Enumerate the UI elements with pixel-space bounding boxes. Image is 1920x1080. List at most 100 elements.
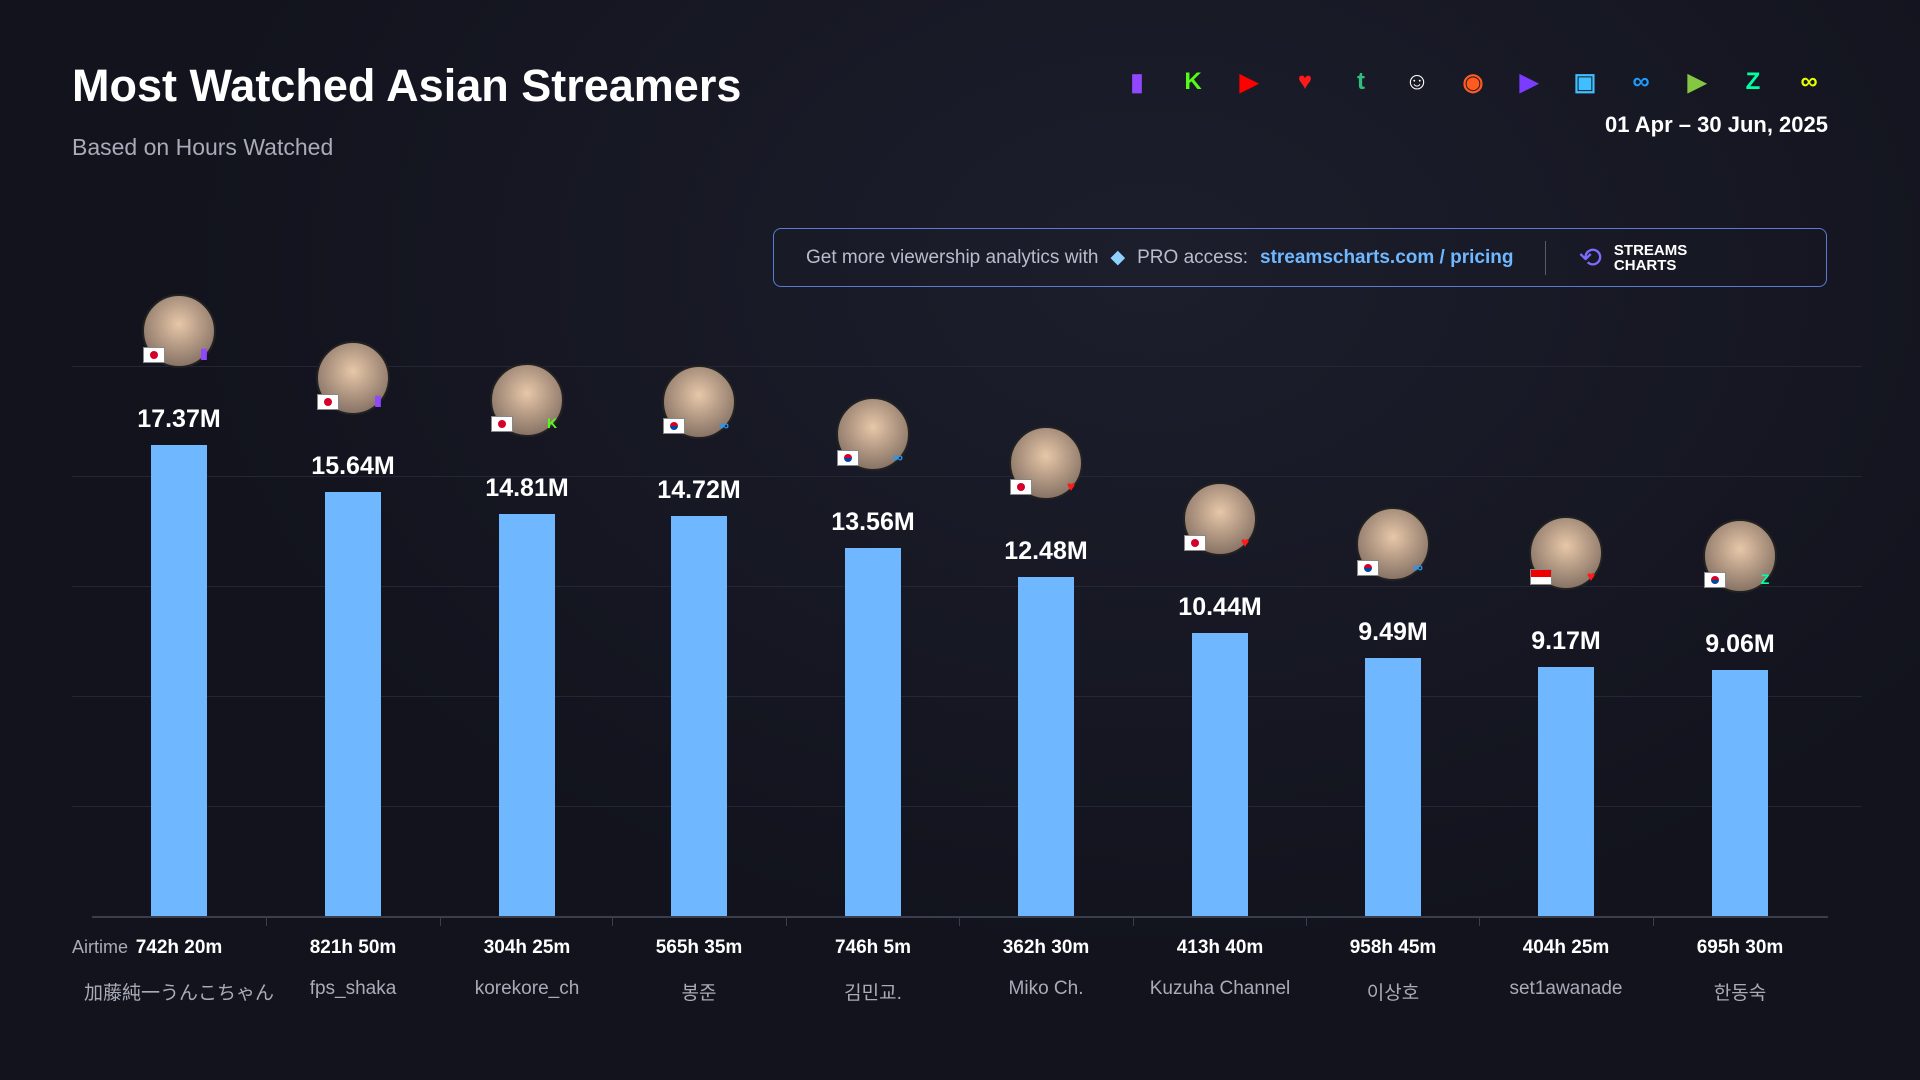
airtime-value: 695h 30m [1696,937,1784,958]
chzzk-icon: Z [1760,571,1770,588]
promo-banner[interactable]: Get more viewership analytics with ◆ PRO… [773,228,1827,287]
airtime-value: 304h 25m [483,937,571,958]
flag-kr-icon [837,449,859,466]
trovo-icon: t [1357,68,1365,95]
airtime-value: 746h 5m [834,937,912,958]
axis-tick [1653,916,1654,926]
page-subtitle: Based on Hours Watched [72,134,334,160]
promo-pro: PRO access: [1137,246,1248,268]
data-label: 9.06M [1705,630,1775,659]
chzzk-icon: Z [1745,68,1761,95]
soop-icon: ∞ [893,448,903,465]
date-range: 01 Apr – 30 Jun, 2025 [1605,112,1828,137]
bar [1712,670,1768,916]
bar [671,516,727,916]
axis-tick [440,916,441,926]
diamond-icon: ◆ [1110,247,1126,268]
bar [1365,658,1421,916]
x-axis [92,916,1828,918]
bar [1018,577,1074,916]
promo-text: Get more viewership analytics with [806,246,1099,268]
flag-jp-icon [1010,479,1032,496]
airtime-value: 821h 50m [309,937,397,958]
heart-play-icon: ♥ [1066,478,1076,495]
streamer-name: 한동숙 [1713,983,1767,1004]
streams-charts-logo-icon: ⟲ [1578,242,1602,273]
flag-jp-icon [317,393,339,410]
streamer-name: 김민교. [844,983,902,1004]
streamer-name: 봉준 [681,983,717,1004]
airtime-value: 404h 25m [1522,937,1610,958]
data-label: 9.17M [1531,627,1601,656]
kick-icon: K [546,415,558,432]
data-label: 9.49M [1358,618,1428,647]
streamer-name: set1awanade [1509,978,1623,999]
bar [325,491,381,916]
streamer-name: 이상호 [1366,983,1420,1004]
axis-tick [1479,916,1480,926]
streamer-name: Miko Ch. [1008,978,1084,999]
data-label: 14.81M [485,474,569,503]
data-label: 15.64M [311,451,395,480]
streamer-name: Kuzuha Channel [1149,978,1291,999]
twitch-icon: ▮ [200,345,208,362]
soop-icon: ∞ [1632,68,1650,95]
data-label: 12.48M [1004,537,1088,566]
heart-play-icon: ♥ [1240,533,1250,550]
streamer-name: 加藤純一うんこちゃん [83,983,274,1004]
divider [1545,240,1547,275]
camera-icon: ▣ [1573,68,1597,96]
axis-tick [959,916,960,926]
nimo-icon: ◉ [1462,68,1484,96]
rumble-icon: ▶ [1687,68,1707,96]
flag-kr-icon [1357,560,1379,577]
soop-icon: ∞ [719,417,729,434]
bar [1538,667,1594,916]
flag-jp-icon [143,346,165,363]
airtime-value: 742h 20m [135,937,223,958]
airtime-value: 565h 35m [655,937,743,958]
youtube-icon: ▶ [1239,68,1259,96]
bar [1192,632,1248,916]
avatar [836,396,910,471]
data-label: 17.37M [137,404,221,433]
bar [499,514,555,916]
streamer-name: korekore_ch [474,978,580,999]
heart-play-icon: ♥ [1297,68,1313,95]
flag-jp-icon [491,416,513,433]
airtime-value: 958h 45m [1349,937,1437,958]
soop-icon: ∞ [1413,559,1423,576]
data-label: 14.72M [657,476,741,505]
streams-charts-logo: STREAMS CHARTS [1613,241,1688,274]
infinity-yellow-icon: ∞ [1800,68,1818,95]
streamer-name: fps_shaka [309,978,397,999]
axis-tick [1133,916,1134,926]
kick-icon: K [1184,68,1202,95]
bar [845,547,901,916]
pricing-link[interactable]: streamscharts.com / pricing [1260,246,1514,268]
page-title: Most Watched Asian Streamers [72,60,742,111]
axis-tick [1306,916,1307,926]
gridline [72,586,1862,587]
gridline [72,696,1862,697]
data-label: 13.56M [831,507,915,536]
gridline [72,366,1862,367]
data-label: 10.44M [1178,592,1262,621]
flag-kr-icon [663,418,685,435]
flag-jp-icon [1184,534,1206,551]
airtime-value: 362h 30m [1002,937,1090,958]
gridline [72,476,1862,477]
axis-tick [612,916,613,926]
bar [151,444,207,916]
flag-id-icon [1530,569,1552,586]
airtime-value: 413h 40m [1176,937,1264,958]
purple-tv-icon: ▶ [1519,68,1539,96]
bigo-icon: ☺ [1404,68,1430,95]
twitch-icon: ▮ [374,392,382,409]
axis-tick [266,916,267,926]
heart-play-icon: ♥ [1586,568,1596,585]
twitch-icon: ▮ [1130,68,1144,96]
airtime-label: Airtime [72,937,129,957]
gridline [72,806,1862,807]
